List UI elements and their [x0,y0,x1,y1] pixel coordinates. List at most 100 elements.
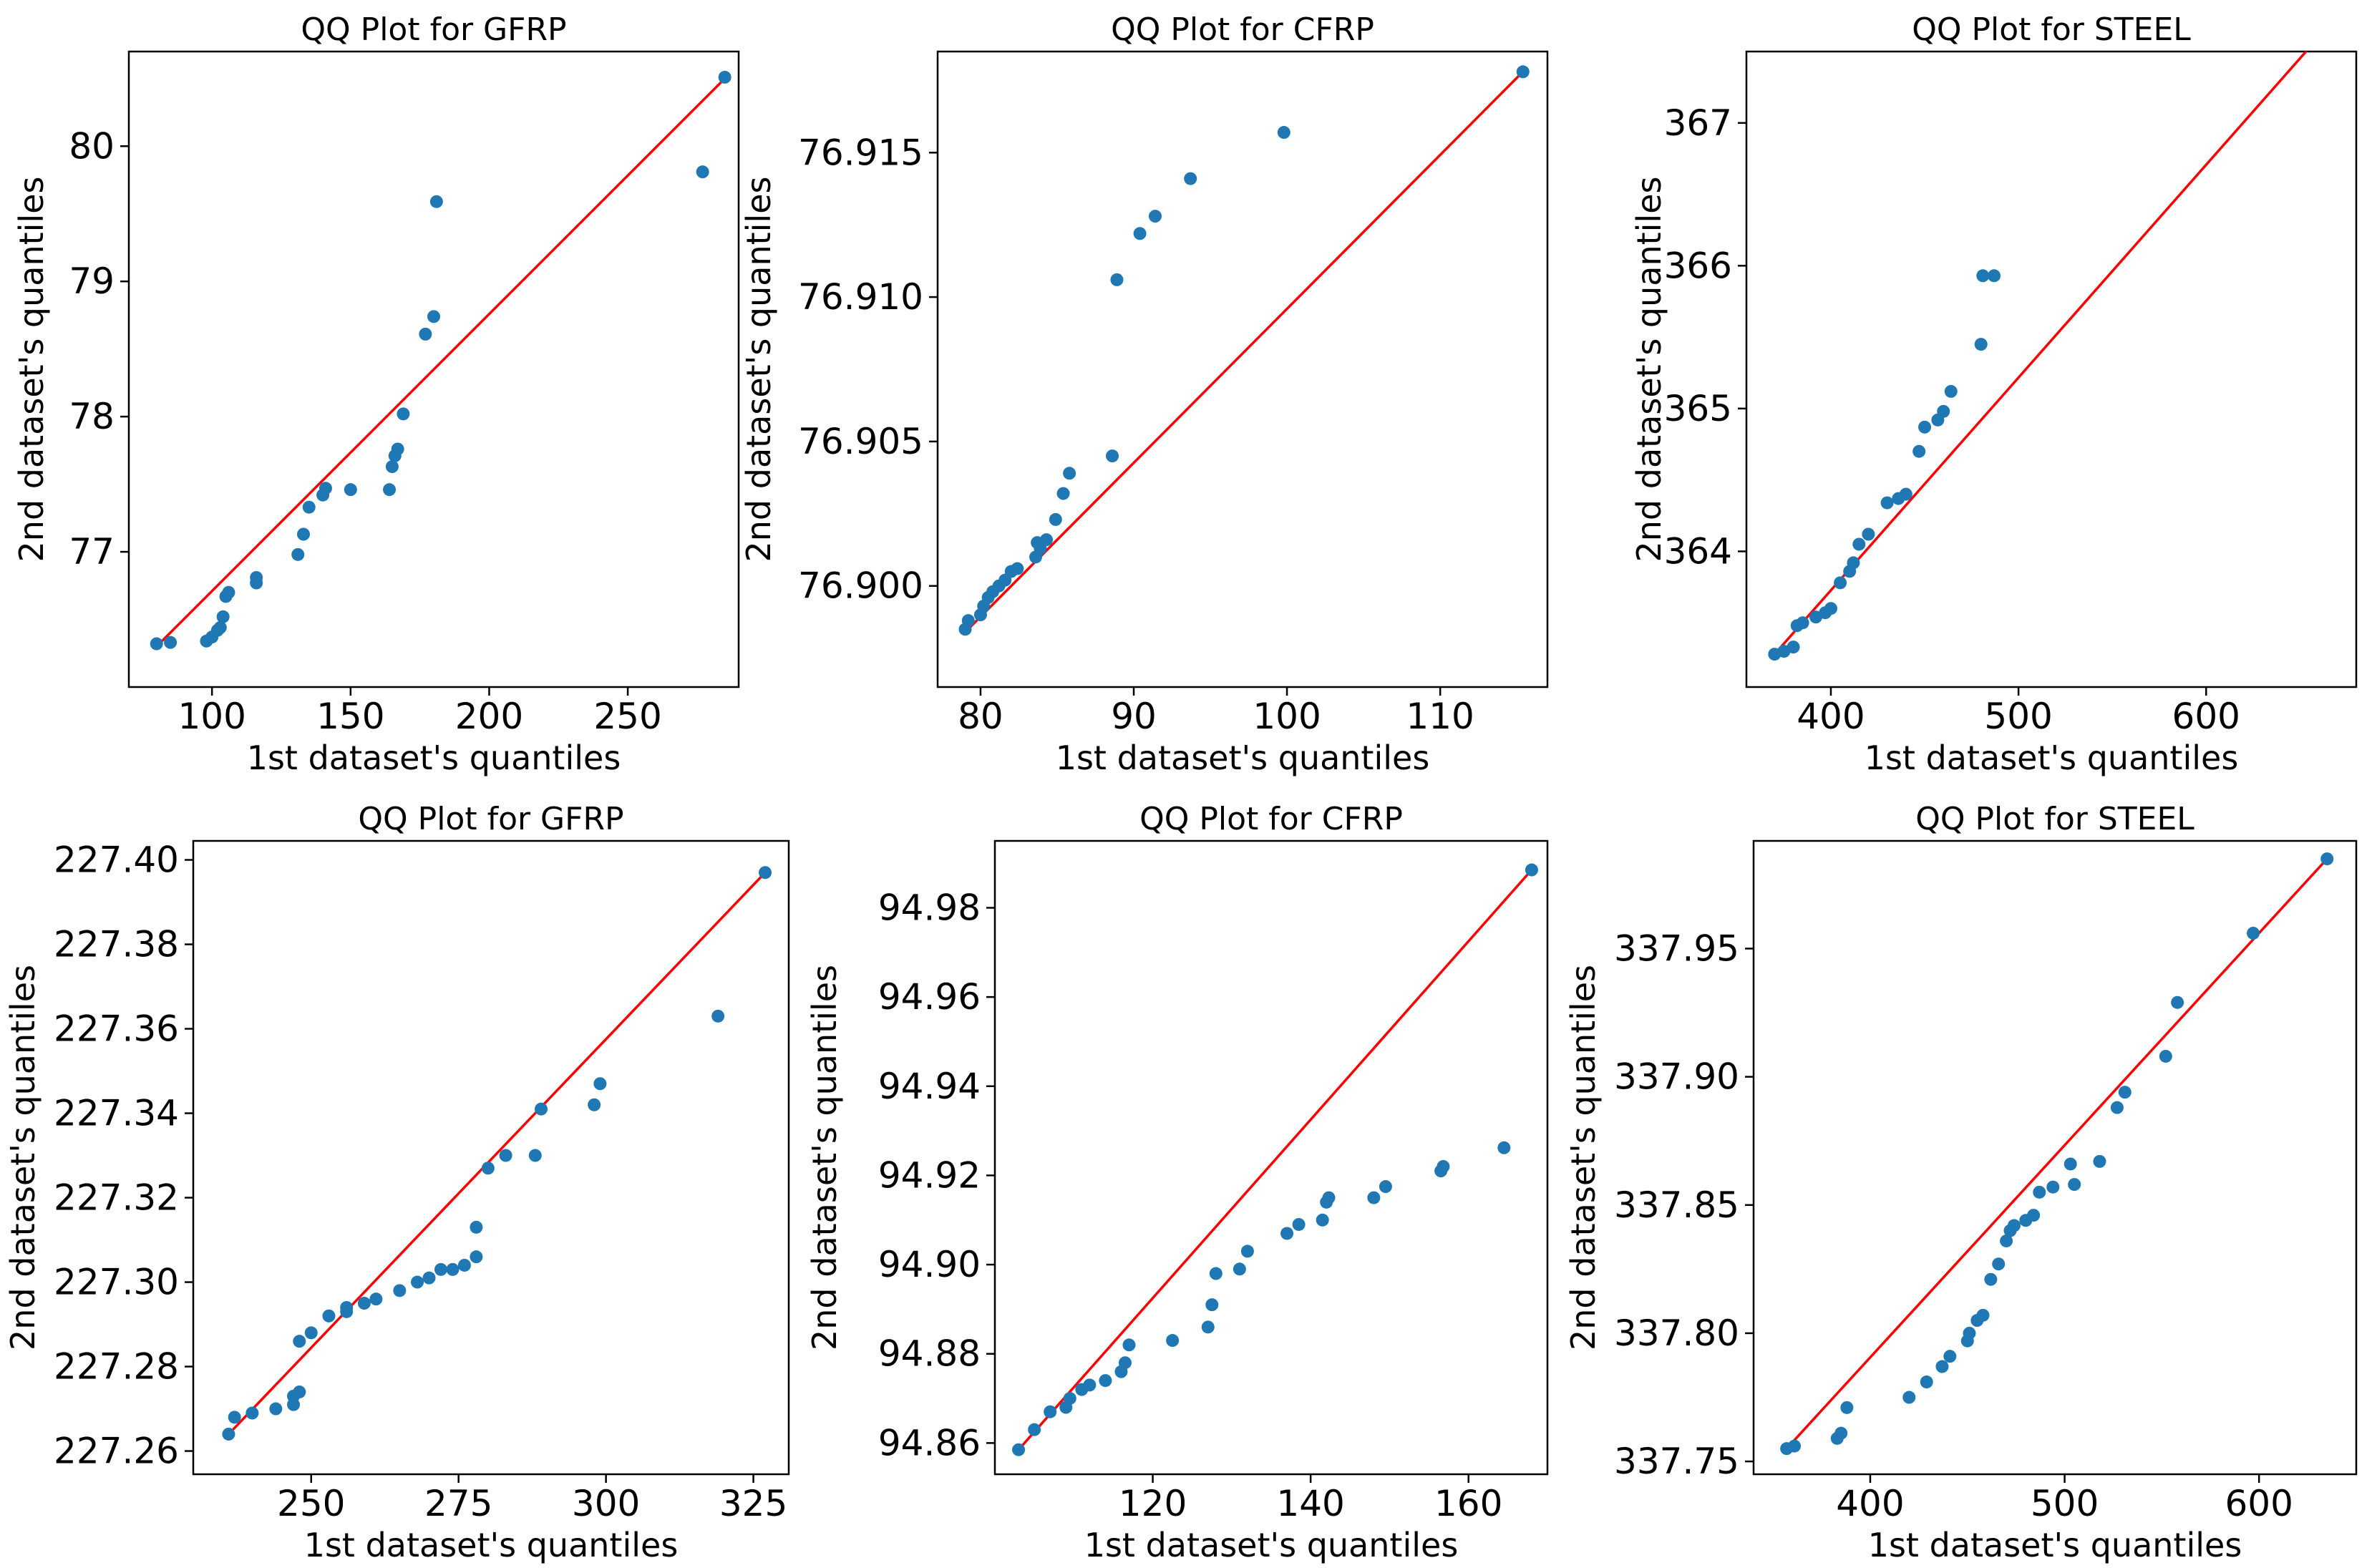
data-point [1011,562,1024,575]
data-point [759,866,772,880]
plot-area [1768,52,2308,661]
qq-plot-panel: QQ Plot for STEEL 1st dataset's quantiles… [1630,11,2358,777]
data-point [1834,1426,1848,1440]
y-tick-label: 227.36 [54,1008,179,1050]
data-point [1944,384,1958,398]
data-point [2159,1049,2172,1063]
data-point [457,1258,471,1272]
data-point [1918,420,1932,434]
data-point [1943,1350,1957,1363]
data-point [1118,1356,1132,1370]
y-axis-label: 2nd dataset's quantiles [805,965,844,1350]
x-tick-label: 400 [1836,1483,1904,1524]
data-point [1122,1338,1136,1352]
x-tick-label: 250 [277,1483,345,1524]
data-point [2171,995,2184,1009]
y-tick-label: 78 [69,396,115,437]
y-tick-label: 227.40 [54,839,179,881]
data-point [1976,269,1990,283]
y-tick-label: 77 [69,531,115,573]
data-point [1233,1262,1246,1276]
data-point [593,1077,607,1091]
data-point [340,1300,354,1314]
data-point [1166,1334,1180,1348]
data-point [528,1149,542,1162]
data-point [1110,273,1124,286]
data-point [1525,863,1538,877]
data-point [2000,1234,2013,1247]
x-tick-label: 250 [593,696,661,737]
y-tick-label: 337.80 [1614,1313,1739,1354]
data-point [2110,1101,2124,1114]
y-tick-label: 365 [1664,388,1732,429]
y-axis-label: 2nd dataset's quantiles [1564,965,1603,1350]
plot-frame [936,50,1549,688]
x-tick-label: 300 [572,1483,640,1524]
data-point [246,1406,259,1420]
data-point [1106,449,1119,463]
data-point [1974,338,1988,351]
chart-title: QQ Plot for GFRP [301,11,566,48]
chart-title: QQ Plot for STEEL [1915,801,2194,837]
data-point [1880,496,1894,510]
x-axis-label: 1st dataset's quantiles [1868,1526,2242,1564]
y-tick-label: 76.905 [798,421,923,462]
data-point [1028,1423,1041,1436]
y-axis-label: 2nd dataset's quantiles [4,965,42,1350]
qq-plot-panel: QQ Plot for CFRP 1st dataset's quantiles 2… [805,801,1549,1564]
x-tick-label: 160 [1434,1483,1502,1524]
x-axis-label: 1st dataset's quantiles [304,1526,679,1564]
qq-plot-panel: QQ Plot for CFRP 1st dataset's quantiles 2… [739,11,1549,777]
data-point [150,637,163,651]
data-point [2027,1209,2041,1222]
data-point [1148,210,1162,223]
data-point [1184,172,1197,185]
plot-area [958,65,1530,636]
y-tick-label: 366 [1664,245,1732,286]
data-point [1205,1298,1219,1312]
x-axis-label: 1st dataset's quantiles [1865,739,2239,777]
data-point [1240,1245,1254,1258]
y-tick-label: 94.90 [878,1244,981,1285]
plot-area [222,866,772,1441]
x-tick-label: 400 [1797,696,1865,737]
data-point [429,195,443,208]
x-tick-label: 500 [1984,696,2052,737]
data-point [2007,1219,2021,1232]
data-point [1862,527,1875,541]
data-point [1099,1374,1112,1388]
data-point [1201,1320,1215,1334]
data-point [1280,1227,1294,1240]
data-point [2320,852,2334,866]
data-point [411,1275,424,1289]
data-point [427,310,440,323]
data-point [499,1149,512,1162]
reference-line [1017,869,1533,1451]
data-point [1209,1267,1222,1280]
y-tick-label: 76.910 [798,276,923,318]
data-point [1292,1217,1306,1231]
y-tick-label: 227.28 [54,1346,179,1388]
x-tick-label: 275 [424,1483,492,1524]
data-point [322,1309,336,1323]
data-point [213,620,227,634]
data-point [1083,1378,1097,1392]
data-point [1935,1360,1949,1373]
data-point [1834,576,1847,590]
data-point [1056,487,1070,500]
plot-area [150,70,731,651]
data-point [2118,1086,2131,1099]
plot-frame [1745,50,2358,688]
data-point [1437,1159,1450,1173]
y-tick-label: 337.75 [1614,1441,1739,1482]
y-axis-label: 2nd dataset's quantiles [1630,177,1668,563]
data-point [393,1284,407,1297]
data-point [216,610,230,623]
data-point [1516,65,1530,79]
data-point [1796,616,1809,630]
data-point [1937,404,1950,418]
